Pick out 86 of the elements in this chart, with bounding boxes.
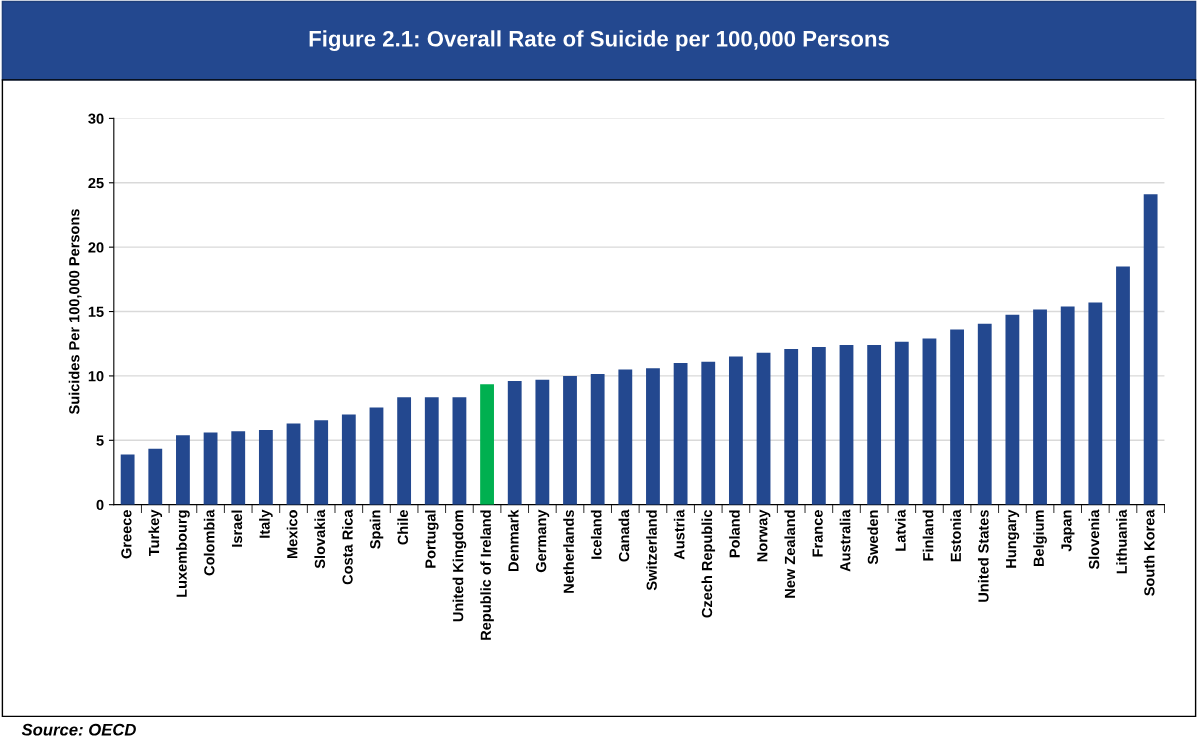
bar [811, 346, 826, 505]
x-tick-label: Spain [369, 510, 384, 549]
bar [867, 345, 882, 505]
bar [1060, 306, 1075, 505]
bar [507, 381, 522, 505]
bar [452, 397, 467, 505]
bar [1143, 194, 1158, 505]
bar [784, 348, 799, 505]
bar [673, 363, 688, 505]
y-tick-label: 0 [96, 499, 104, 511]
bar [590, 373, 605, 505]
bar [203, 432, 218, 505]
x-tick-label: Chile [397, 510, 409, 545]
y-tick-label: 10 [88, 371, 104, 382]
bar [341, 414, 356, 505]
x-tick-label: Colombia [203, 509, 215, 576]
bar [120, 454, 135, 505]
bar [231, 431, 246, 505]
bar [977, 323, 992, 505]
x-tick-label: Czech Republic [701, 509, 716, 618]
x-tick-label: Canada [618, 509, 630, 562]
y-tick-label: 5 [96, 435, 104, 446]
x-tick-label: Republic of Ireland [480, 510, 494, 640]
bar [369, 407, 384, 505]
bar [950, 329, 964, 505]
bar [176, 435, 190, 505]
x-tick-label: Sweden [867, 510, 879, 565]
bar [397, 397, 412, 505]
x-tick-label: South Korea [1143, 509, 1155, 596]
bar [535, 379, 550, 505]
x-tick-label: Poland [729, 510, 740, 558]
x-tick-label: Netherlands [563, 510, 574, 593]
x-tick-label: United States [977, 510, 989, 602]
bar [424, 397, 439, 505]
x-tick-label: Israel [231, 510, 243, 547]
x-tick-label: Mexico [286, 510, 298, 558]
source-note: Source: OECD [21, 723, 136, 736]
bar [1088, 302, 1103, 505]
x-tick-label: Italy [259, 509, 273, 538]
x-tick-label: Switzerland [646, 510, 657, 591]
x-tick-label: Belgium [1033, 510, 1047, 567]
x-tick-label: Denmark [507, 509, 519, 571]
bar [286, 423, 301, 505]
bar [1116, 266, 1130, 505]
x-tick-label: New Zealand [784, 510, 796, 598]
x-tick-label: Turkey [148, 509, 163, 557]
bar [756, 352, 771, 505]
x-tick-label: Finland [922, 510, 934, 561]
y-tick-label: 15 [88, 306, 104, 317]
bar [618, 369, 633, 505]
x-tick-label: Latvia [895, 509, 906, 551]
x-tick-label: France [812, 510, 823, 557]
x-tick-label: Austria [673, 509, 685, 560]
x-tick-label: Luxembourg [176, 510, 190, 597]
y-tick-label: 30 [88, 113, 104, 124]
bar [563, 375, 577, 505]
x-tick-label: Slovenia [1088, 509, 1100, 570]
x-tick-label: Costa Rica [342, 509, 353, 585]
x-tick-label: Germany [535, 509, 550, 573]
x-tick-label: Portugal [424, 510, 439, 568]
bar [646, 368, 660, 505]
bar [701, 361, 716, 505]
bar [148, 448, 163, 505]
y-tick-label: 20 [88, 242, 104, 253]
bar [258, 430, 273, 505]
x-tick-label: Australia [839, 509, 851, 572]
x-tick-label: Greece [121, 510, 132, 559]
x-tick-label: Iceland [590, 510, 602, 559]
chart-title: Figure 2.1: Overall Rate of Suicide per 100,000 Persons [309, 30, 889, 52]
bar [1033, 309, 1047, 505]
bar [314, 420, 329, 505]
bar [922, 338, 937, 505]
x-tick-label: United Kingdom [452, 510, 467, 622]
bar [1005, 314, 1020, 505]
x-tick-label: Lithuania [1116, 509, 1127, 574]
x-tick-label: Hungary [1006, 509, 1020, 568]
bar [480, 384, 494, 505]
bar [839, 345, 854, 505]
x-tick-label: Japan [1061, 510, 1075, 552]
y-tick-label: 25 [88, 177, 104, 189]
bar [894, 341, 909, 505]
x-tick-label: Slovakia [314, 509, 326, 569]
x-tick-label: Norway [757, 509, 771, 562]
x-tick-label: Estonia [950, 509, 962, 562]
y-axis-title: Suicides Per 100,000 Persons [68, 209, 82, 415]
bar [728, 356, 743, 505]
